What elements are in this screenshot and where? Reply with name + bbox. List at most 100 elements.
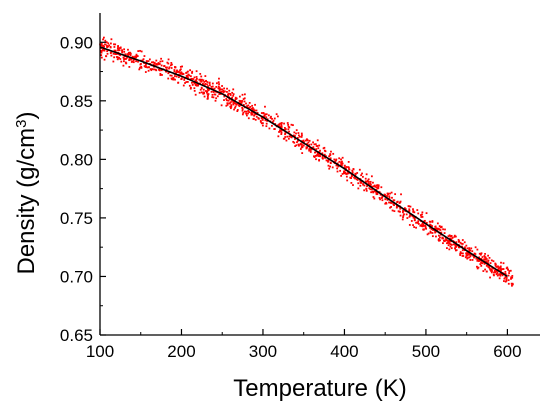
data-point (389, 201, 392, 204)
data-point (133, 56, 136, 59)
data-point (452, 243, 455, 246)
data-point (200, 86, 203, 89)
data-point (155, 63, 158, 65)
data-point (500, 270, 502, 273)
data-point (316, 153, 319, 155)
data-point (231, 96, 233, 99)
data-point (356, 172, 359, 174)
data-point (113, 46, 116, 48)
data-point (412, 210, 415, 212)
data-point (373, 190, 376, 193)
data-point (463, 241, 466, 244)
data-point (223, 87, 226, 90)
data-point (490, 270, 493, 272)
data-point (489, 262, 492, 264)
data-point (475, 257, 478, 260)
data-point (494, 271, 496, 274)
data-point (347, 161, 350, 163)
data-point (466, 257, 469, 260)
data-point (114, 53, 116, 55)
data-point (402, 209, 405, 212)
data-point (359, 184, 362, 187)
data-point (272, 119, 275, 122)
data-point (268, 127, 271, 130)
data-point (380, 186, 383, 189)
data-point (149, 68, 152, 70)
data-point (278, 131, 280, 133)
data-point (174, 66, 177, 69)
data-point (103, 36, 105, 39)
data-point (384, 202, 387, 205)
data-point (461, 243, 464, 245)
data-point (181, 73, 184, 76)
data-point (419, 224, 422, 227)
y-ticks: 0.65 0.70 0.75 0.80 0.85 0.90 (60, 33, 106, 345)
data-point (271, 124, 273, 127)
data-point (316, 145, 319, 147)
data-point (429, 224, 432, 226)
data-point (397, 210, 400, 213)
data-point (193, 87, 196, 90)
data-point (432, 229, 434, 231)
data-point (445, 239, 448, 242)
x-tick-label: 300 (249, 342, 277, 361)
data-point (454, 247, 457, 249)
data-point (499, 265, 502, 268)
data-point (107, 45, 110, 48)
data-point (105, 55, 108, 58)
data-point (264, 105, 266, 108)
data-point (399, 200, 402, 203)
data-point (160, 69, 163, 72)
data-point (232, 100, 235, 103)
data-point (435, 227, 438, 230)
data-point (439, 229, 442, 231)
data-point (393, 210, 396, 213)
data-point (417, 220, 420, 223)
data-point (288, 135, 291, 138)
data-point (393, 199, 396, 202)
data-point (161, 60, 164, 63)
data-point (150, 61, 153, 64)
data-point (285, 139, 288, 142)
data-point (372, 196, 375, 198)
data-point (498, 277, 501, 280)
data-point (126, 53, 129, 55)
data-point (484, 268, 486, 271)
data-point (448, 234, 451, 237)
data-point (477, 266, 480, 269)
data-point (442, 239, 445, 242)
data-point (250, 113, 253, 116)
data-point (366, 180, 369, 183)
data-point (319, 149, 321, 152)
data-point (323, 153, 326, 156)
data-point (336, 167, 339, 170)
data-point (511, 276, 514, 279)
data-point (341, 156, 344, 159)
data-point (449, 240, 451, 243)
data-point (399, 210, 401, 213)
data-point (245, 110, 248, 113)
data-point (167, 62, 170, 65)
data-point (347, 166, 350, 168)
data-point (481, 256, 484, 258)
data-point (278, 123, 280, 126)
data-point (229, 94, 232, 96)
data-point (424, 225, 427, 228)
data-point (502, 262, 505, 265)
data-point (329, 157, 332, 160)
data-point (297, 132, 300, 134)
data-point (421, 225, 424, 227)
data-point (403, 213, 405, 216)
data-point (191, 72, 193, 74)
data-point (192, 78, 195, 80)
data-point (275, 113, 278, 116)
data-point (295, 132, 297, 135)
data-point (365, 189, 368, 192)
data-point (371, 188, 373, 191)
data-point (466, 252, 469, 255)
data-point (273, 128, 276, 130)
data-point (308, 144, 311, 146)
data-point (485, 270, 488, 273)
data-point (241, 113, 244, 116)
data-point (215, 86, 218, 88)
